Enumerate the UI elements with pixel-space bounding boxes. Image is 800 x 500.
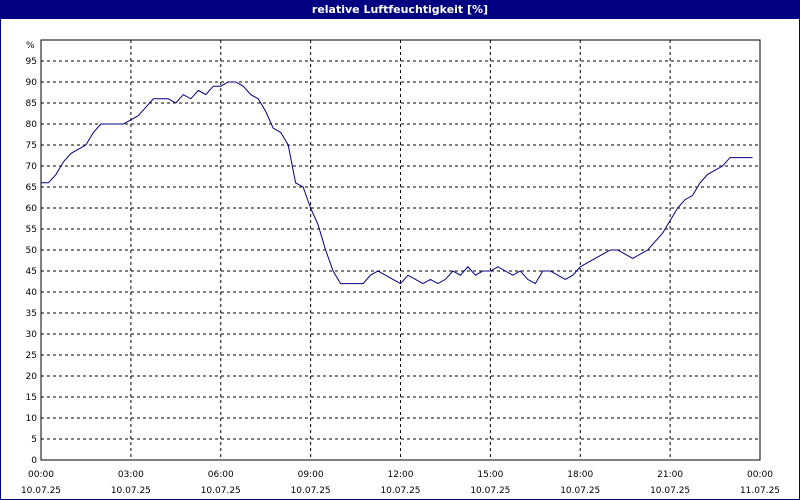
x-tick-time: 12:00 (388, 470, 414, 480)
chart-title: relative Luftfeuchtigkeit [%] (0, 0, 800, 19)
x-tick-date: 10.07.25 (650, 486, 690, 496)
y-tick-label: 60 (26, 204, 38, 214)
y-tick-label: 35 (26, 309, 37, 319)
y-tick-label: 30 (26, 330, 38, 340)
y-tick-label: 95 (26, 57, 37, 67)
x-tick-date: 10.07.25 (201, 486, 241, 496)
x-tick-time: 03:00 (118, 470, 144, 480)
y-tick-label: 85 (26, 99, 37, 109)
x-tick-time: 21:00 (657, 470, 683, 480)
y-tick-label: 25 (26, 351, 37, 361)
y-axis-ticks: 0 5 10 15 20 25 30 35 40 45 50 55 60 65 70 75 80 85 90 95 (26, 57, 38, 466)
series-line (41, 81, 753, 285)
x-tick-time: 00:00 (747, 470, 773, 480)
y-tick-label: 55 (26, 225, 37, 235)
x-tick-time: 15:00 (477, 470, 503, 480)
y-tick-label: 10 (26, 414, 38, 424)
y-tick-label: 75 (26, 141, 37, 151)
y-tick-label: 50 (26, 246, 38, 256)
y-axis-label: % (26, 41, 35, 51)
y-tick-label: 40 (26, 288, 38, 298)
y-tick-label: 20 (26, 372, 38, 382)
grid-lines (41, 40, 760, 460)
x-tick-date: 10.07.25 (291, 486, 331, 496)
x-tick-date: 10.07.25 (560, 486, 600, 496)
y-tick-label: 45 (26, 267, 37, 277)
x-axis-ticks: 00:00 10.07.25 03:00 10.07.25 06:00 10.07.25 0… (21, 470, 780, 496)
y-tick-label: 80 (26, 120, 38, 130)
y-tick-label: 5 (31, 435, 37, 445)
y-tick-label: 15 (26, 393, 37, 403)
x-tick-time: 18:00 (567, 470, 593, 480)
x-tick-date: 11.07.25 (740, 486, 780, 496)
x-tick-time: 06:00 (208, 470, 234, 480)
x-tick-date: 10.07.25 (380, 486, 420, 496)
x-tick-date: 10.07.25 (470, 486, 510, 496)
y-tick-label: 90 (26, 78, 38, 88)
y-tick-label: 0 (31, 456, 37, 466)
x-tick-date: 10.07.25 (111, 486, 151, 496)
x-tick-time: 00:00 (28, 470, 54, 480)
x-tick-time: 09:00 (298, 470, 324, 480)
x-tick-date: 10.07.25 (21, 486, 61, 496)
y-tick-label: 70 (26, 162, 38, 172)
y-tick-label: 65 (26, 183, 37, 193)
